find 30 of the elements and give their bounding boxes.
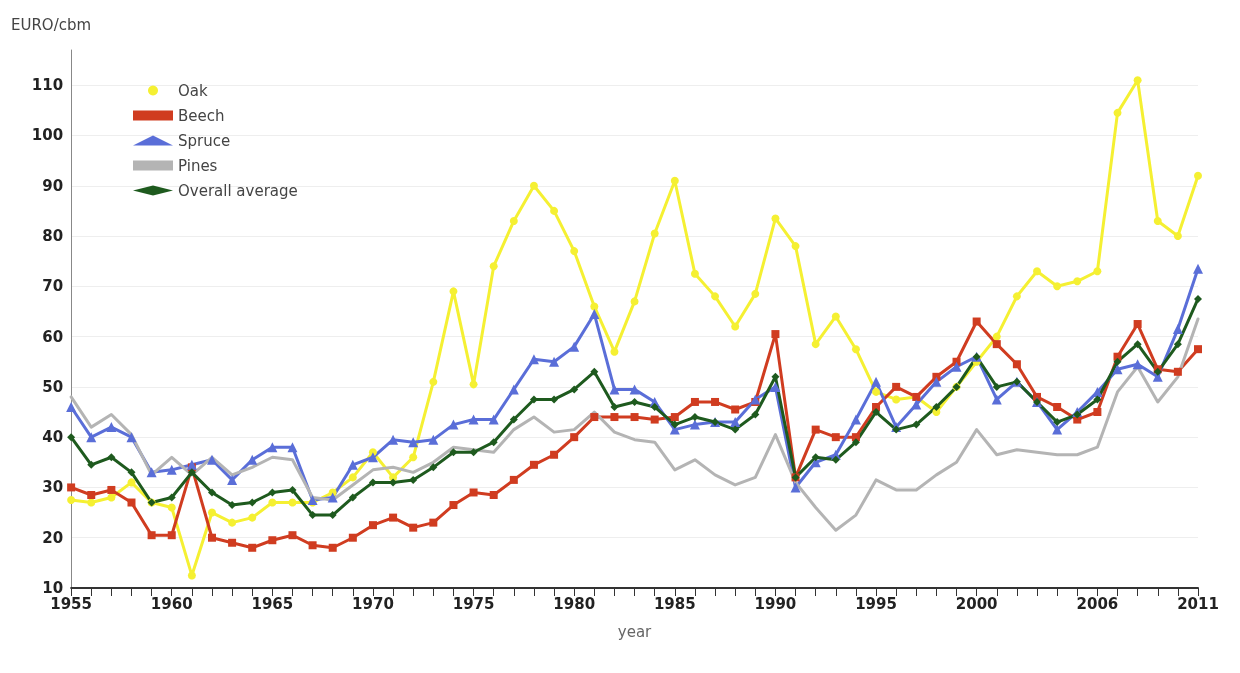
y-tick-label: 70	[42, 277, 64, 296]
y-tick-label: 60	[42, 327, 64, 346]
y-tick-label: 80	[42, 227, 64, 246]
legend-label: Overall average	[178, 181, 298, 200]
x-tick-label: 1965	[251, 594, 294, 613]
x-tick-label: 2011	[1177, 594, 1219, 613]
x-tick-label: 1995	[855, 594, 897, 613]
x-tick-label: 1960	[150, 594, 193, 613]
x-axis-title: year	[617, 622, 653, 641]
legend-label: Oak	[178, 81, 208, 100]
y-axis-title: EURO/cbm	[10, 15, 92, 34]
y-tick-label: 90	[42, 176, 64, 195]
y-tick-label: 40	[42, 428, 64, 447]
x-tick-label: 1975	[452, 594, 495, 613]
y-tick-label: 20	[42, 528, 64, 547]
x-tick-label: 1980	[553, 594, 596, 613]
x-tick-label: 2000	[955, 594, 998, 613]
legend-label: Spruce	[178, 131, 231, 150]
y-tick-label: 10	[42, 579, 64, 597]
x-tick-label: 2006	[1076, 594, 1119, 613]
y-tick-label: 110	[31, 76, 64, 95]
x-tick-label: 1955	[50, 594, 92, 613]
x-tick-label: 1990	[754, 594, 797, 613]
y-tick-label: 50	[42, 377, 64, 396]
x-tick-label: 1985	[653, 594, 696, 613]
legend-label: Beech	[178, 106, 225, 125]
y-tick-label: 100	[31, 126, 64, 145]
legend-label: Pines	[178, 156, 218, 175]
x-tick-label: 1970	[352, 594, 394, 613]
y-tick-label: 30	[42, 478, 64, 497]
